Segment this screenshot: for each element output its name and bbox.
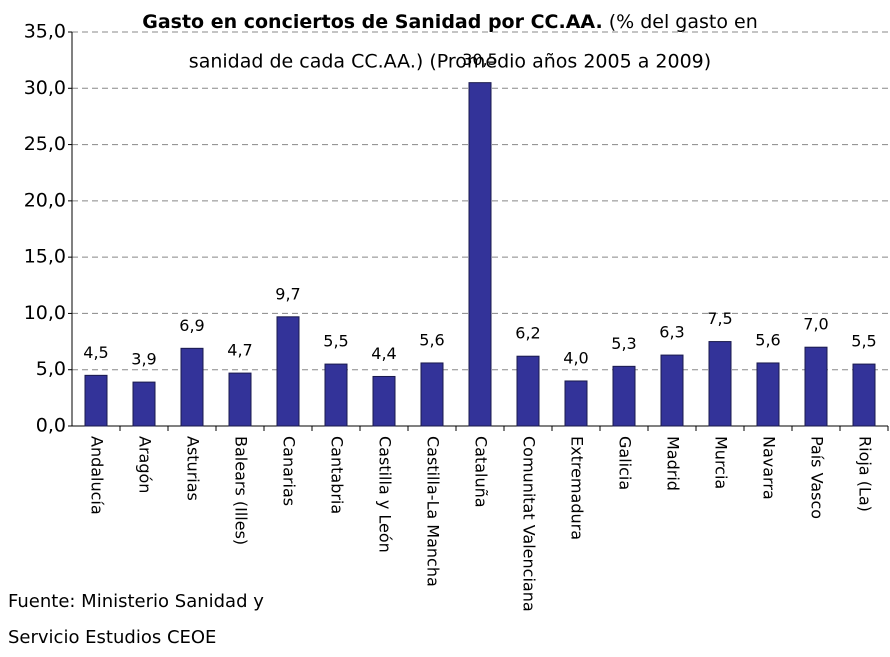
y-tick-label: 10,0	[24, 302, 66, 324]
x-tick-label: Cataluña	[472, 436, 491, 508]
bar	[756, 362, 780, 427]
bar	[420, 362, 444, 427]
x-tick-label: Navarra	[760, 436, 779, 500]
value-label: 30,5	[462, 50, 498, 69]
y-tick-label: 5,0	[36, 358, 66, 380]
source-note: Fuente: Ministerio Sanidad y	[8, 591, 264, 612]
y-tick-label: 0,0	[36, 415, 66, 437]
value-label: 9,7	[275, 284, 300, 303]
value-label: 4,4	[371, 344, 396, 363]
bar	[276, 316, 300, 427]
x-tick-label: Canarias	[280, 436, 299, 506]
chart-title: Gasto en conciertos de Sanidad por CC.AA…	[142, 11, 602, 33]
x-tick-label: Asturias	[184, 436, 203, 501]
bar	[708, 341, 732, 427]
value-label: 5,5	[851, 332, 876, 351]
value-label: 5,5	[323, 332, 348, 351]
chart-subtitle: sanidad de cada CC.AA.) (Promedio años 2…	[189, 51, 711, 73]
x-tick-label: Galicia	[616, 436, 635, 490]
chart-subtitle: (% del gasto en	[609, 11, 758, 33]
bar	[372, 375, 396, 427]
value-label: 6,3	[659, 323, 684, 342]
x-tick-label: Murcia	[712, 436, 731, 489]
value-label: 7,5	[707, 309, 732, 328]
y-tick-label: 15,0	[24, 246, 66, 268]
value-label: 4,5	[83, 343, 108, 362]
x-tick-label: Cantabria	[328, 436, 347, 514]
x-tick-label: Balears (Illes)	[232, 436, 251, 545]
bar	[660, 354, 684, 427]
y-tick-label: 35,0	[24, 21, 66, 43]
value-label: 4,0	[563, 348, 588, 367]
x-tick-label: Rioja (La)	[856, 436, 875, 512]
value-label: 7,0	[803, 315, 828, 334]
x-tick-label: Castilla y León	[376, 436, 395, 553]
x-tick-label: Aragón	[136, 436, 155, 493]
y-tick-label: 30,0	[24, 77, 66, 99]
value-label: 3,9	[131, 350, 156, 369]
x-tick-label: Extremadura	[568, 436, 587, 540]
value-label: 5,6	[419, 330, 444, 349]
bar	[804, 346, 828, 427]
value-label: 6,9	[179, 316, 204, 335]
y-tick-label: 25,0	[24, 133, 66, 155]
bar	[228, 372, 252, 427]
bar	[180, 347, 204, 427]
bar	[324, 363, 348, 427]
bar	[84, 374, 108, 427]
bar	[564, 380, 588, 427]
x-tick-label: Comunitat Valenciana	[520, 436, 539, 612]
bar	[132, 381, 156, 427]
x-tick-label: Castilla-La Mancha	[424, 436, 443, 587]
chart-title-line: Gasto en conciertos de Sanidad por CC.AA…	[142, 11, 758, 33]
bar	[516, 355, 540, 427]
value-label: 6,2	[515, 324, 540, 343]
y-tick-label: 20,0	[24, 189, 66, 211]
bar	[612, 365, 636, 427]
bar	[468, 82, 492, 427]
x-tick-label: Andalucía	[88, 436, 107, 515]
x-tick-label: País Vasco	[808, 436, 827, 519]
value-label: 4,7	[227, 341, 252, 360]
x-tick-label: Madrid	[664, 436, 683, 491]
value-label: 5,6	[755, 330, 780, 349]
value-label: 5,3	[611, 334, 636, 353]
source-note: Servicio Estudios CEOE	[8, 627, 216, 648]
bar	[852, 363, 876, 427]
